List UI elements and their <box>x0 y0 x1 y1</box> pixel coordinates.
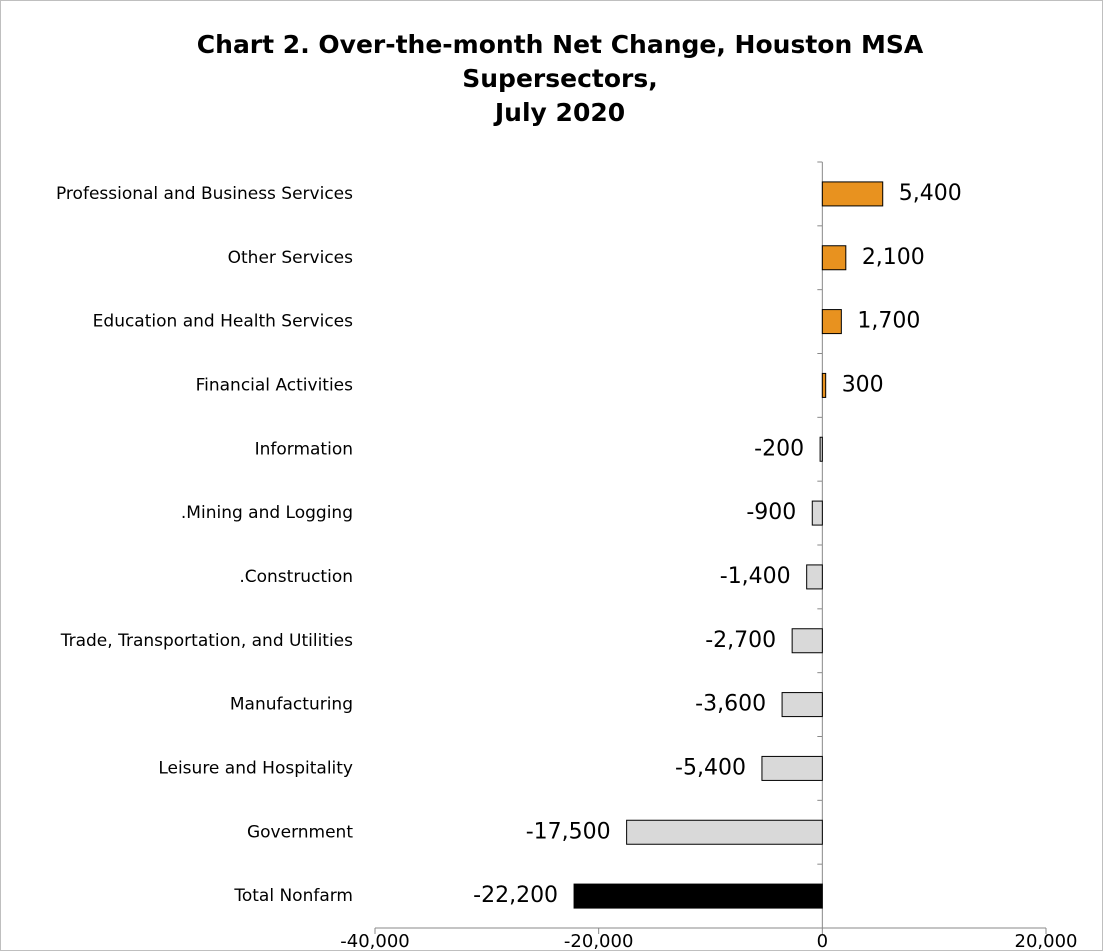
bar <box>806 564 823 590</box>
category-label: Other Services <box>228 248 354 268</box>
bar <box>821 309 842 335</box>
data-label: -1,400 <box>720 564 791 589</box>
bar <box>821 181 884 207</box>
x-tick-label: -40,000 <box>340 931 409 951</box>
bar <box>781 692 823 718</box>
x-tick-label: 20,000 <box>1015 931 1078 951</box>
data-label: 2,100 <box>862 245 925 270</box>
bar <box>761 755 823 781</box>
bar <box>626 819 823 845</box>
chart-title: July 2020 <box>493 98 625 127</box>
category-label: Education and Health Services <box>93 312 353 332</box>
data-label: 300 <box>842 372 884 397</box>
x-tick-label: 0 <box>817 931 828 951</box>
category-label: Professional and Business Services <box>56 184 353 204</box>
data-label: 5,400 <box>899 181 962 206</box>
category-label: Government <box>247 822 353 842</box>
data-label: -22,200 <box>473 883 558 908</box>
data-label: -5,400 <box>675 755 746 780</box>
data-label: -2,700 <box>705 628 776 653</box>
bar <box>821 372 827 398</box>
bar <box>819 436 823 462</box>
chart-title: Chart 2. Over-the-month Net Change, Hous… <box>197 30 924 59</box>
data-label: -900 <box>746 500 796 525</box>
data-label: 1,700 <box>857 309 920 334</box>
data-label: -200 <box>754 436 804 461</box>
x-tick-label: -20,000 <box>564 931 633 951</box>
category-label: Information <box>255 439 353 459</box>
bar <box>791 628 823 654</box>
category-label: Financial Activities <box>196 375 354 395</box>
category-label: Leisure and Hospitality <box>158 758 353 778</box>
category-label: Manufacturing <box>230 695 353 715</box>
category-label: .Mining and Logging <box>181 503 353 523</box>
chart-title: Supersectors, <box>462 64 657 93</box>
data-label: -3,600 <box>695 692 766 717</box>
data-label: -17,500 <box>526 819 611 844</box>
category-label: Total Nonfarm <box>233 886 353 906</box>
bar <box>821 245 847 271</box>
category-label: Trade, Transportation, and Utilities <box>60 631 353 651</box>
category-label: .Construction <box>239 567 353 587</box>
bar <box>573 883 823 909</box>
bar <box>811 500 823 526</box>
